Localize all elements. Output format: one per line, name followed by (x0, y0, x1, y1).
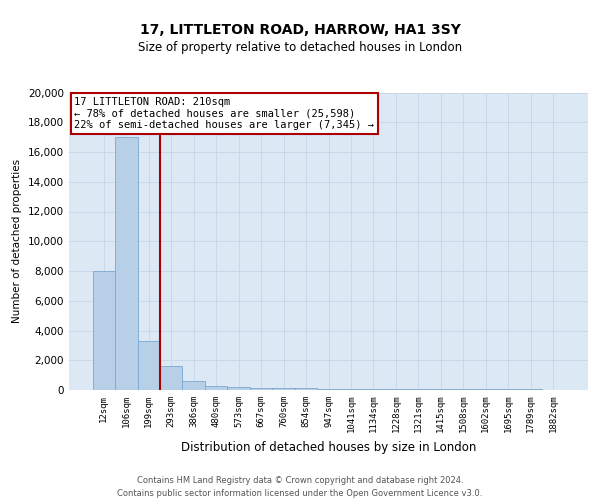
Bar (385, 389, 407, 390)
Text: 17, LITTLETON ROAD, HARROW, HA1 3SY: 17, LITTLETON ROAD, HARROW, HA1 3SY (140, 22, 460, 36)
Bar (115, 137, 137, 390)
Bar (295, 388, 317, 390)
Bar (250, 388, 272, 390)
Bar (407, 389, 430, 390)
Text: Contains HM Land Registry data © Crown copyright and database right 2024.: Contains HM Land Registry data © Crown c… (137, 476, 463, 485)
Bar (160, 366, 182, 390)
Bar (227, 387, 250, 390)
Y-axis label: Number of detached properties: Number of detached properties (13, 159, 22, 324)
Bar (92, 271, 115, 390)
Bar (362, 389, 385, 390)
Bar (205, 386, 227, 390)
Bar (430, 389, 452, 390)
Bar (340, 388, 362, 390)
Text: Size of property relative to detached houses in London: Size of property relative to detached ho… (138, 41, 462, 54)
Bar (137, 341, 160, 390)
X-axis label: Distribution of detached houses by size in London: Distribution of detached houses by size … (181, 441, 476, 454)
Bar (182, 381, 205, 390)
Bar (272, 388, 295, 390)
Text: 17 LITTLETON ROAD: 210sqm
← 78% of detached houses are smaller (25,598)
22% of s: 17 LITTLETON ROAD: 210sqm ← 78% of detac… (74, 97, 374, 130)
Bar (317, 388, 340, 390)
Text: Contains public sector information licensed under the Open Government Licence v3: Contains public sector information licen… (118, 489, 482, 498)
